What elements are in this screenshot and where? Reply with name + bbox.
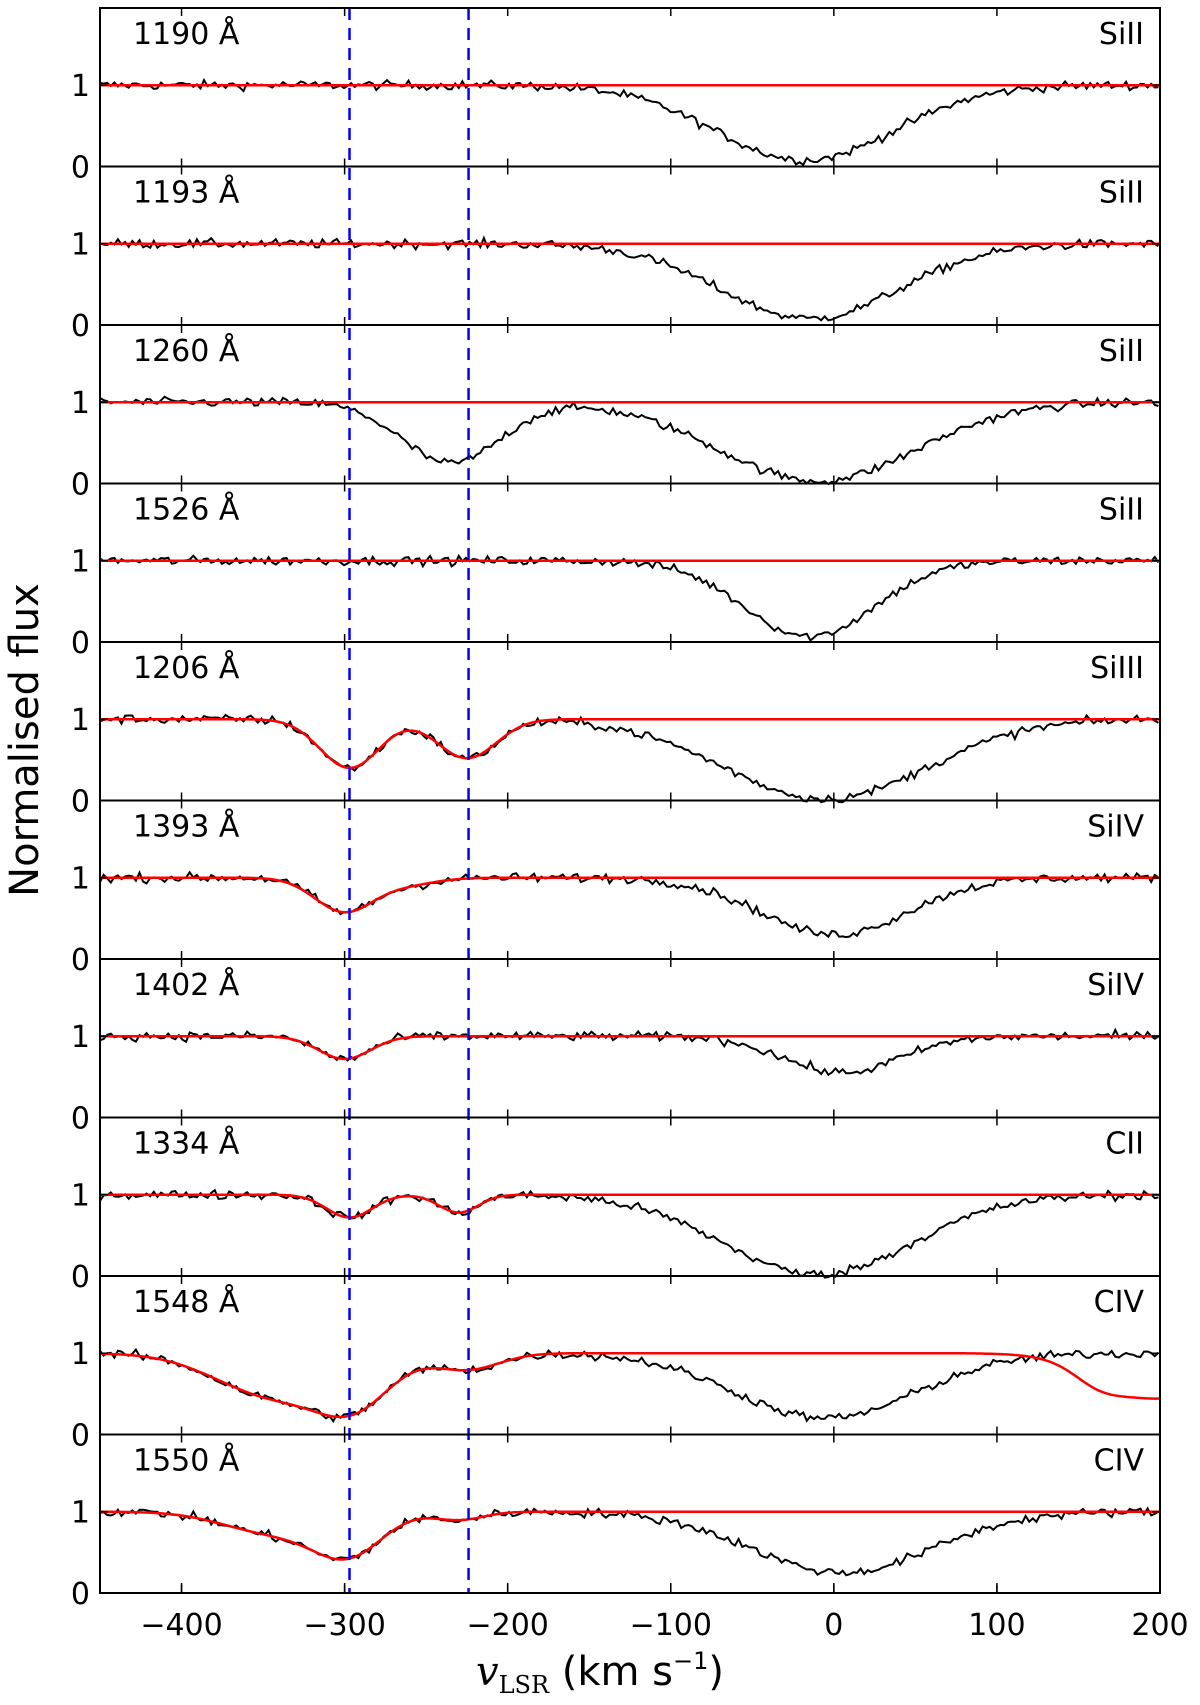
y-axis-title: Normalised flux [2, 583, 48, 897]
y-tick-label: 0 [71, 943, 90, 978]
y-tick-label: 1 [71, 545, 90, 580]
x-tick-label: 0 [824, 1608, 843, 1643]
panel-wavelength-label: 1334 Å [133, 1126, 240, 1162]
panel-2: 0 1 1193 Å SiII [71, 166, 1161, 344]
model-fit-line [100, 1510, 1160, 1561]
spectrum-line [99, 1188, 1159, 1279]
panel-frame [99, 165, 1161, 326]
panel-ion-label: CIV [1094, 1285, 1145, 1320]
model-fit-line [100, 1193, 1160, 1219]
x-axis-title: vLSR (km s−1) [476, 1647, 724, 1699]
y-tick-label: 1 [71, 1179, 90, 1214]
y-tick-label: 1 [71, 1020, 90, 1055]
panel-wavelength-label: 1526 Å [133, 492, 240, 528]
x-tick-label: −100 [630, 1608, 712, 1643]
y-tick-label: 0 [71, 1102, 90, 1137]
panel-7: 0 1 1402 Å SiIV [71, 959, 1161, 1137]
spectrum-line [99, 1506, 1159, 1577]
model-fit-line [100, 876, 1160, 914]
panel-ion-label: SiIII [1090, 651, 1144, 686]
x-tick-label: −200 [466, 1608, 548, 1643]
x-tick-label: 100 [968, 1608, 1025, 1643]
spectrum-line [99, 1347, 1160, 1424]
panel-9: 0 1 1548 Å CIV [71, 1276, 1161, 1454]
panel-3: 0 1 1260 Å SiII [71, 325, 1161, 503]
y-tick-label: 1 [71, 1496, 90, 1531]
panel-wavelength-label: 1550 Å [133, 1443, 240, 1479]
spectrum-line [99, 77, 1159, 167]
panel-6: 0 1 1393 Å SiIV [71, 800, 1161, 978]
panel-wavelength-label: 1393 Å [133, 809, 240, 845]
spectrum-line [99, 870, 1159, 939]
panels-group: 0 1 1190 Å SiII 0 1 1193 Å SiII 0 1 1260 Å SiII 0 1 15… [71, 8, 1161, 1612]
panel-ion-label: SiIV [1087, 968, 1144, 1003]
panel-wavelength-label: 1548 Å [133, 1284, 240, 1320]
y-tick-label: 0 [71, 1577, 90, 1612]
velocity-markers [348, 8, 470, 1593]
panel-ion-label: SiII [1099, 334, 1144, 369]
model-fit-line [100, 1034, 1160, 1061]
panel-ion-label: SiII [1099, 493, 1144, 528]
y-tick-label: 1 [71, 228, 90, 263]
panel-ion-label: SiII [1099, 17, 1144, 52]
y-tick-label: 0 [71, 1260, 90, 1295]
panel-ion-label: CII [1105, 1127, 1144, 1162]
y-tick-label: 1 [71, 862, 90, 897]
x-tick-label: −300 [303, 1608, 385, 1643]
panel-8: 0 1 1334 Å CII [71, 1117, 1161, 1295]
panel-ion-label: SiII [1099, 176, 1144, 211]
panel-frames [99, 7, 1161, 1594]
panel-5: 0 1 1206 Å SiIII [71, 642, 1161, 820]
panel-ion-label: CIV [1094, 1444, 1145, 1479]
y-tick-label: 0 [71, 785, 90, 820]
y-tick-label: 0 [71, 468, 90, 503]
y-tick-label: 1 [71, 69, 90, 104]
y-tick-label: 0 [71, 1419, 90, 1454]
x-tick-label: 200 [1131, 1608, 1188, 1643]
spectrum-line [99, 553, 1160, 643]
panel-wavelength-label: 1193 Å [133, 175, 240, 211]
panel-1: 0 1 1190 Å SiII [71, 8, 1161, 186]
panel-4: 0 1 1526 Å SiII [71, 483, 1161, 661]
x-tick-label: −400 [140, 1608, 222, 1643]
panel-ion-label: SiIV [1087, 810, 1144, 845]
y-tick-label: 0 [71, 151, 90, 186]
y-tick-label: 1 [71, 1337, 90, 1372]
y-tick-label: 1 [71, 703, 90, 738]
panel-frame [99, 1433, 1161, 1594]
panel-wavelength-label: 1402 Å [133, 967, 240, 1003]
spectrum-line [99, 235, 1159, 322]
model-fit-line [99, 1351, 1161, 1419]
panel-wavelength-label: 1260 Å [133, 333, 240, 369]
model-fit-line [100, 717, 1160, 770]
y-tick-label: 1 [71, 386, 90, 421]
spectrum-line [99, 395, 1159, 486]
panel-wavelength-label: 1206 Å [133, 650, 240, 686]
panel-frame [99, 7, 1161, 168]
spectrum-line [99, 713, 1159, 804]
y-tick-label: 0 [71, 626, 90, 661]
y-tick-label: 0 [71, 309, 90, 344]
panel-wavelength-label: 1190 Å [133, 16, 240, 52]
x-axis: −400 −300 −200 −100 0 100 200 [140, 1583, 1189, 1643]
